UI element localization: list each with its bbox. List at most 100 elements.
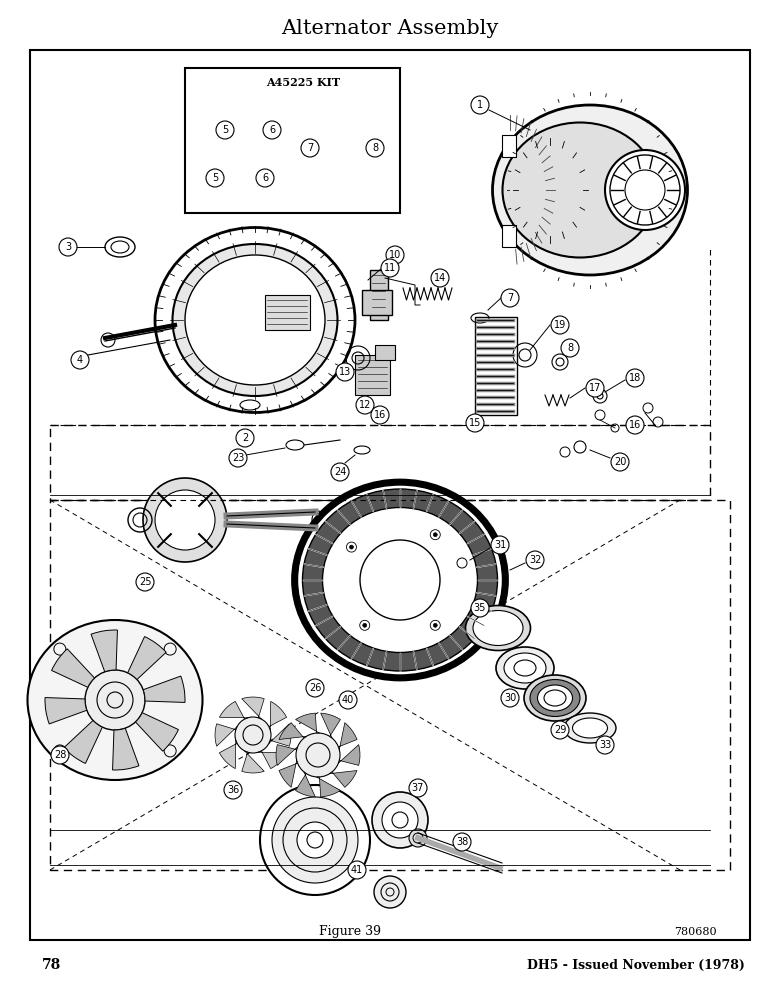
Text: 10: 10 (389, 250, 401, 260)
Ellipse shape (564, 713, 616, 743)
Circle shape (501, 689, 519, 707)
Ellipse shape (240, 400, 260, 410)
Circle shape (331, 463, 349, 481)
Circle shape (59, 238, 77, 256)
Wedge shape (136, 713, 179, 751)
Text: 12: 12 (359, 400, 371, 410)
Text: 16: 16 (374, 410, 386, 420)
Circle shape (301, 139, 319, 157)
Ellipse shape (473, 610, 523, 646)
Polygon shape (219, 740, 237, 769)
Bar (30, 50, 750, 940)
Text: 7: 7 (307, 143, 313, 153)
Text: 6: 6 (269, 125, 275, 135)
Polygon shape (317, 777, 340, 797)
Bar (265, 295, 310, 330)
Text: 78: 78 (42, 958, 62, 972)
Circle shape (363, 623, 367, 627)
Circle shape (235, 717, 271, 753)
Bar (375, 345, 395, 360)
Circle shape (471, 96, 489, 114)
Wedge shape (91, 630, 118, 672)
Bar (475, 317, 517, 415)
Ellipse shape (537, 685, 573, 711)
Polygon shape (215, 724, 237, 746)
Ellipse shape (504, 653, 546, 683)
Polygon shape (296, 713, 320, 733)
Text: 24: 24 (334, 467, 346, 477)
Circle shape (501, 289, 519, 307)
Circle shape (526, 551, 544, 569)
Circle shape (366, 139, 384, 157)
Ellipse shape (185, 255, 325, 385)
Circle shape (136, 573, 154, 591)
Circle shape (381, 259, 399, 277)
Ellipse shape (105, 237, 135, 257)
Text: 18: 18 (629, 373, 641, 383)
Ellipse shape (354, 446, 370, 454)
Text: Figure 39: Figure 39 (319, 926, 381, 938)
Wedge shape (144, 676, 185, 702)
Polygon shape (339, 723, 357, 750)
Text: 19: 19 (554, 320, 566, 330)
Circle shape (256, 169, 274, 187)
Circle shape (263, 121, 281, 139)
Text: 8: 8 (567, 343, 573, 353)
Text: 28: 28 (54, 750, 66, 760)
Text: 16: 16 (629, 420, 641, 430)
Circle shape (471, 599, 489, 617)
Polygon shape (296, 772, 315, 797)
Ellipse shape (322, 508, 477, 652)
Text: 30: 30 (504, 693, 516, 703)
Wedge shape (112, 728, 139, 770)
Text: 5: 5 (222, 125, 228, 135)
Circle shape (297, 822, 333, 858)
Circle shape (372, 792, 428, 848)
Circle shape (348, 861, 366, 879)
Polygon shape (276, 745, 297, 765)
Text: DH5 - Issued November (1978): DH5 - Issued November (1978) (527, 958, 745, 972)
Wedge shape (128, 637, 166, 680)
Text: 13: 13 (339, 367, 351, 377)
Ellipse shape (530, 680, 580, 716)
Circle shape (71, 351, 89, 369)
Polygon shape (321, 713, 340, 738)
Text: 3: 3 (65, 242, 71, 252)
Circle shape (216, 121, 234, 139)
Ellipse shape (172, 244, 338, 396)
Ellipse shape (492, 105, 687, 275)
Circle shape (260, 785, 370, 895)
Ellipse shape (544, 690, 566, 706)
Text: 26: 26 (309, 683, 321, 693)
Circle shape (431, 269, 449, 287)
Circle shape (433, 623, 438, 627)
Text: 14: 14 (434, 273, 446, 283)
Circle shape (51, 746, 69, 764)
Polygon shape (269, 724, 291, 746)
Text: 25: 25 (139, 577, 151, 587)
Bar (502, 225, 516, 247)
Text: 41: 41 (351, 865, 363, 875)
Circle shape (336, 363, 354, 381)
Bar (50, 425, 710, 500)
Text: 32: 32 (529, 555, 541, 565)
Ellipse shape (111, 241, 129, 253)
Text: Alternator Assembly: Alternator Assembly (282, 18, 498, 37)
Text: 37: 37 (412, 783, 424, 793)
Text: 20: 20 (614, 457, 626, 467)
Polygon shape (330, 771, 357, 787)
Text: 11: 11 (384, 263, 396, 273)
Text: 6: 6 (262, 173, 268, 183)
Circle shape (611, 453, 629, 471)
Text: 31: 31 (494, 540, 506, 550)
Bar (362, 290, 392, 315)
Ellipse shape (292, 480, 508, 680)
Circle shape (272, 797, 358, 883)
Circle shape (339, 691, 357, 709)
Text: 4: 4 (77, 355, 83, 365)
Polygon shape (242, 751, 264, 773)
Circle shape (626, 416, 644, 434)
Circle shape (409, 829, 427, 847)
Circle shape (85, 670, 145, 730)
Text: 40: 40 (342, 695, 354, 705)
